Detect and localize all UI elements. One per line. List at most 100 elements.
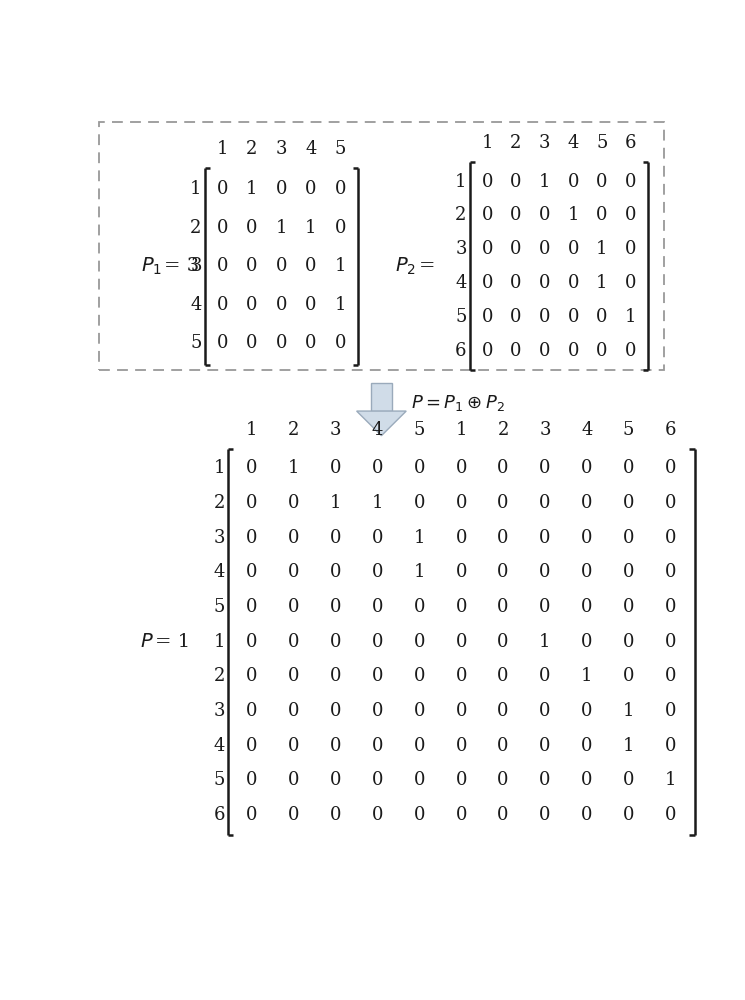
Text: 1: 1 xyxy=(539,633,551,651)
Text: 0: 0 xyxy=(623,598,635,616)
Text: 0: 0 xyxy=(665,702,676,720)
Text: 0: 0 xyxy=(623,494,635,512)
Text: 0: 0 xyxy=(665,667,676,685)
Text: 0: 0 xyxy=(330,702,341,720)
Text: 0: 0 xyxy=(276,334,288,352)
Text: 0: 0 xyxy=(568,173,579,191)
Text: 0: 0 xyxy=(455,702,467,720)
Text: 0: 0 xyxy=(247,219,258,237)
Text: 0: 0 xyxy=(498,633,509,651)
Text: 0: 0 xyxy=(330,529,341,547)
Text: 0: 0 xyxy=(330,633,341,651)
Text: 0: 0 xyxy=(498,494,509,512)
Text: 0: 0 xyxy=(335,334,346,352)
Text: 0: 0 xyxy=(665,563,676,581)
Text: 0: 0 xyxy=(581,459,592,477)
Text: 5: 5 xyxy=(596,134,608,152)
Text: 0: 0 xyxy=(625,206,636,224)
Text: 0: 0 xyxy=(247,771,258,789)
Text: 0: 0 xyxy=(455,737,467,755)
Text: 0: 0 xyxy=(581,771,592,789)
Text: 0: 0 xyxy=(335,219,346,237)
Text: 0: 0 xyxy=(455,494,467,512)
Text: 0: 0 xyxy=(372,702,383,720)
Text: 0: 0 xyxy=(288,667,299,685)
Text: 0: 0 xyxy=(372,563,383,581)
Text: 0: 0 xyxy=(596,308,608,326)
Text: 0: 0 xyxy=(372,459,383,477)
Text: 0: 0 xyxy=(413,667,425,685)
Text: 0: 0 xyxy=(372,598,383,616)
Text: 4: 4 xyxy=(214,563,225,581)
Text: 0: 0 xyxy=(581,633,592,651)
Text: 5: 5 xyxy=(190,334,202,352)
Text: 0: 0 xyxy=(665,598,676,616)
Text: 0: 0 xyxy=(413,494,425,512)
Text: 0: 0 xyxy=(217,296,228,314)
Text: 0: 0 xyxy=(510,240,522,258)
Text: 5: 5 xyxy=(455,308,466,326)
Text: 5: 5 xyxy=(214,771,225,789)
Text: 4: 4 xyxy=(455,274,466,292)
Text: 0: 0 xyxy=(247,598,258,616)
Text: 0: 0 xyxy=(247,257,258,275)
Text: 3: 3 xyxy=(455,240,466,258)
Text: 0: 0 xyxy=(413,598,425,616)
Text: 0: 0 xyxy=(372,529,383,547)
Text: 0: 0 xyxy=(330,806,341,824)
Text: 0: 0 xyxy=(455,771,467,789)
Text: 2: 2 xyxy=(498,421,509,439)
Text: 3: 3 xyxy=(539,134,551,152)
Text: $\mathit{P}_2$: $\mathit{P}_2$ xyxy=(396,256,416,277)
Text: 0: 0 xyxy=(455,529,467,547)
Text: 0: 0 xyxy=(413,702,425,720)
Text: 0: 0 xyxy=(581,494,592,512)
Text: 1: 1 xyxy=(455,173,466,191)
Text: 0: 0 xyxy=(665,494,676,512)
Text: 0: 0 xyxy=(665,633,676,651)
Text: 4: 4 xyxy=(372,421,383,439)
Text: 1: 1 xyxy=(372,494,383,512)
Text: 0: 0 xyxy=(498,529,509,547)
Text: 0: 0 xyxy=(581,529,592,547)
Text: 0: 0 xyxy=(247,806,258,824)
Text: 0: 0 xyxy=(372,737,383,755)
Text: 0: 0 xyxy=(481,173,493,191)
Text: 1: 1 xyxy=(539,173,551,191)
Text: 0: 0 xyxy=(372,667,383,685)
Text: 1: 1 xyxy=(625,308,636,326)
Text: 0: 0 xyxy=(581,806,592,824)
Text: 0: 0 xyxy=(247,667,258,685)
Text: $P = P_1 \oplus P_2$: $P = P_1 \oplus P_2$ xyxy=(411,393,505,413)
Text: 0: 0 xyxy=(539,206,551,224)
Text: 0: 0 xyxy=(330,737,341,755)
Text: 0: 0 xyxy=(623,563,635,581)
Text: 0: 0 xyxy=(247,494,258,512)
Text: 0: 0 xyxy=(455,563,467,581)
Text: 4: 4 xyxy=(214,737,225,755)
Text: 0: 0 xyxy=(276,257,288,275)
Text: 1: 1 xyxy=(413,529,425,547)
Text: 0: 0 xyxy=(217,257,228,275)
Text: 0: 0 xyxy=(625,240,636,258)
Text: 0: 0 xyxy=(288,806,299,824)
Text: 0: 0 xyxy=(539,342,551,360)
Text: 6: 6 xyxy=(625,134,636,152)
Text: 2: 2 xyxy=(247,140,258,158)
Text: 1: 1 xyxy=(665,771,676,789)
Text: 4: 4 xyxy=(305,140,317,158)
Text: 0: 0 xyxy=(305,296,317,314)
Text: 0: 0 xyxy=(596,206,608,224)
Text: 0: 0 xyxy=(498,806,509,824)
Text: 5: 5 xyxy=(623,421,634,439)
Text: 2: 2 xyxy=(214,667,225,685)
Text: 3: 3 xyxy=(539,421,551,439)
Text: 2: 2 xyxy=(510,134,522,152)
Text: 0: 0 xyxy=(247,296,258,314)
Text: 0: 0 xyxy=(372,771,383,789)
Text: 0: 0 xyxy=(539,529,551,547)
Text: 1: 1 xyxy=(413,563,425,581)
Text: 0: 0 xyxy=(413,459,425,477)
Text: 2: 2 xyxy=(214,494,225,512)
Text: 0: 0 xyxy=(247,459,258,477)
